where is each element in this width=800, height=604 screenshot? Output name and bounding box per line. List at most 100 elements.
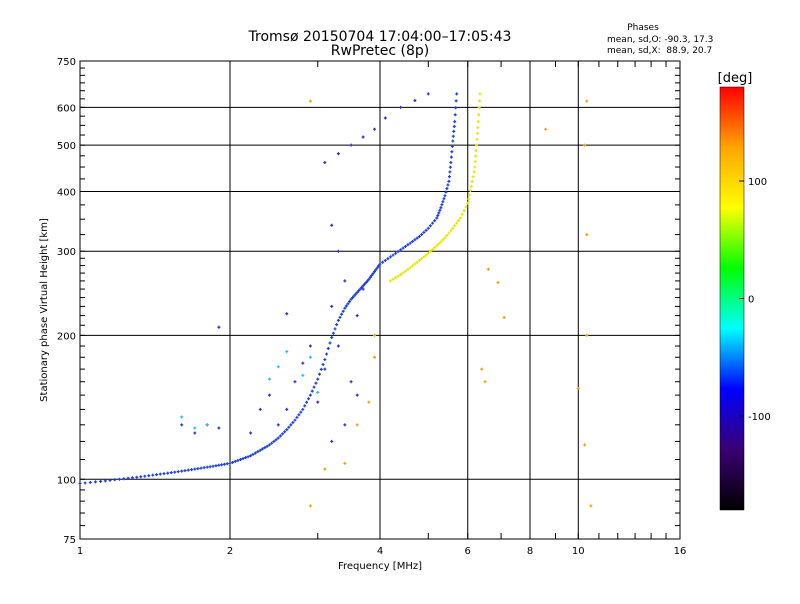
data-point xyxy=(391,253,395,257)
data-point xyxy=(383,258,387,262)
data-point xyxy=(349,297,353,301)
data-point xyxy=(406,267,410,271)
data-point xyxy=(318,372,322,376)
data-point xyxy=(455,92,459,96)
data-point xyxy=(323,160,327,164)
data-point xyxy=(301,407,305,411)
data-point xyxy=(285,407,289,411)
data-point xyxy=(476,126,480,130)
data-point xyxy=(403,269,407,273)
data-point xyxy=(389,255,393,259)
data-point xyxy=(217,426,221,430)
data-point xyxy=(272,439,276,443)
data-point xyxy=(422,255,426,259)
data-point xyxy=(464,205,468,209)
data-point xyxy=(585,333,589,337)
data-point xyxy=(401,246,405,250)
data-point xyxy=(496,281,500,285)
data-point xyxy=(122,477,126,481)
y-tick-label: 500 xyxy=(57,141,76,152)
data-point xyxy=(451,134,455,138)
data-point xyxy=(585,99,589,103)
data-point xyxy=(281,432,285,436)
data-point xyxy=(236,458,240,462)
data-point xyxy=(437,211,441,215)
data-point xyxy=(446,183,450,187)
data-points xyxy=(78,92,593,508)
data-point xyxy=(117,477,121,481)
data-point xyxy=(289,423,293,427)
data-point xyxy=(349,143,353,147)
data-point xyxy=(190,468,194,472)
data-point xyxy=(475,137,479,141)
data-point xyxy=(377,264,381,268)
data-point xyxy=(205,465,209,469)
data-point xyxy=(417,235,421,239)
x-tick-label: 1 xyxy=(77,546,83,557)
colorbar-tick-label: -100 xyxy=(748,412,771,423)
data-point xyxy=(454,99,458,103)
data-point xyxy=(349,380,353,384)
data-point xyxy=(448,165,452,169)
data-point xyxy=(483,380,487,384)
data-point xyxy=(364,281,368,285)
y-tick-label: 200 xyxy=(57,331,76,342)
legend-title: Phases xyxy=(627,23,659,33)
data-point xyxy=(233,459,237,463)
data-point xyxy=(312,385,316,389)
data-point xyxy=(408,266,412,270)
data-point xyxy=(343,461,347,465)
data-point xyxy=(299,410,303,414)
data-point xyxy=(411,239,415,243)
data-point xyxy=(335,323,339,327)
axis-ticks xyxy=(79,60,681,540)
x-tick-labels: 1 2 4 6 8 10 16 xyxy=(77,546,687,557)
colorbar-ticks: 100 0 -100 xyxy=(739,177,771,423)
legend-line-x: mean, sd,X: 88.9, 20.7 xyxy=(607,46,712,56)
data-point xyxy=(449,160,453,164)
data-point xyxy=(241,457,245,461)
data-point xyxy=(346,302,350,306)
data-point xyxy=(422,230,426,234)
data-point xyxy=(78,481,82,485)
data-point xyxy=(450,150,454,154)
data-point xyxy=(468,193,472,197)
data-point xyxy=(249,454,253,458)
chart-title-line1: Tromsø 20150704 17:04:00–17:05:43 xyxy=(248,29,512,45)
data-point xyxy=(477,106,481,110)
colorbar xyxy=(719,86,745,511)
data-point xyxy=(431,248,435,252)
data-point xyxy=(143,474,147,478)
data-point xyxy=(336,152,340,156)
y-tick-label: 600 xyxy=(57,103,76,114)
data-point xyxy=(220,463,224,467)
data-point xyxy=(367,400,371,404)
data-point xyxy=(340,312,344,316)
data-point xyxy=(437,242,441,246)
data-point xyxy=(211,464,215,468)
data-point xyxy=(454,106,458,110)
chart-title-line2: RwPretec (8p) xyxy=(331,43,429,59)
legend-line-o: mean, sd,O: -90.3, 17.3 xyxy=(607,35,713,45)
data-point xyxy=(285,428,289,432)
data-point xyxy=(471,175,475,179)
data-point xyxy=(440,203,444,207)
data-point xyxy=(231,460,235,464)
data-point xyxy=(441,238,445,242)
data-point xyxy=(276,436,280,440)
data-point xyxy=(420,257,424,261)
colorbar-tick-label: 100 xyxy=(748,177,767,188)
data-point xyxy=(217,463,221,467)
data-point xyxy=(336,318,340,322)
data-point xyxy=(396,274,400,278)
data-point xyxy=(297,413,301,417)
x-axis-label: Frequency [MHz] xyxy=(338,561,422,572)
data-point xyxy=(371,271,375,275)
data-point xyxy=(180,469,184,473)
data-point xyxy=(417,258,421,262)
data-point xyxy=(333,327,337,331)
data-point xyxy=(328,341,332,345)
data-point xyxy=(267,393,271,397)
data-point xyxy=(278,434,282,438)
data-point xyxy=(443,236,447,240)
